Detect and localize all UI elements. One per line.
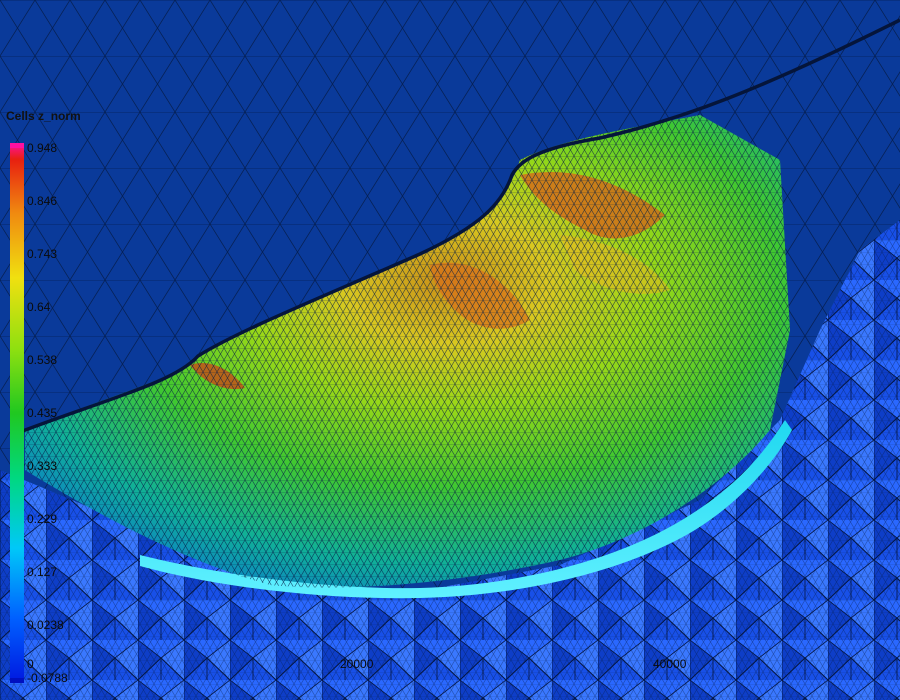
legend-tick-label: 0.538 bbox=[27, 353, 58, 367]
y-origin-label: 0 bbox=[27, 657, 34, 671]
deformation-surface bbox=[25, 115, 792, 599]
legend-tick-label: 0.229 bbox=[27, 512, 58, 526]
legend-tick-label: -0.0788 bbox=[27, 671, 68, 685]
legend-tick-label: 0.333 bbox=[27, 459, 58, 473]
x-tick-label: 20000 bbox=[340, 657, 374, 671]
legend-tick-label: 0.846 bbox=[27, 194, 58, 208]
crest-edge bbox=[19, 18, 900, 434]
legend-title: Cells z_norm bbox=[6, 109, 81, 123]
x-tick-label: 40000 bbox=[653, 657, 687, 671]
legend-tick-label: 0.0238 bbox=[27, 618, 64, 632]
legend-tick-label: 0.435 bbox=[27, 406, 58, 420]
color-legend bbox=[10, 143, 24, 683]
legend-tick-label: 0.64 bbox=[27, 300, 51, 314]
legend-tick-label: 0.948 bbox=[27, 141, 58, 155]
legend-tick-label: 0.743 bbox=[27, 247, 58, 261]
legend-tick-label: 0.127 bbox=[27, 565, 58, 579]
